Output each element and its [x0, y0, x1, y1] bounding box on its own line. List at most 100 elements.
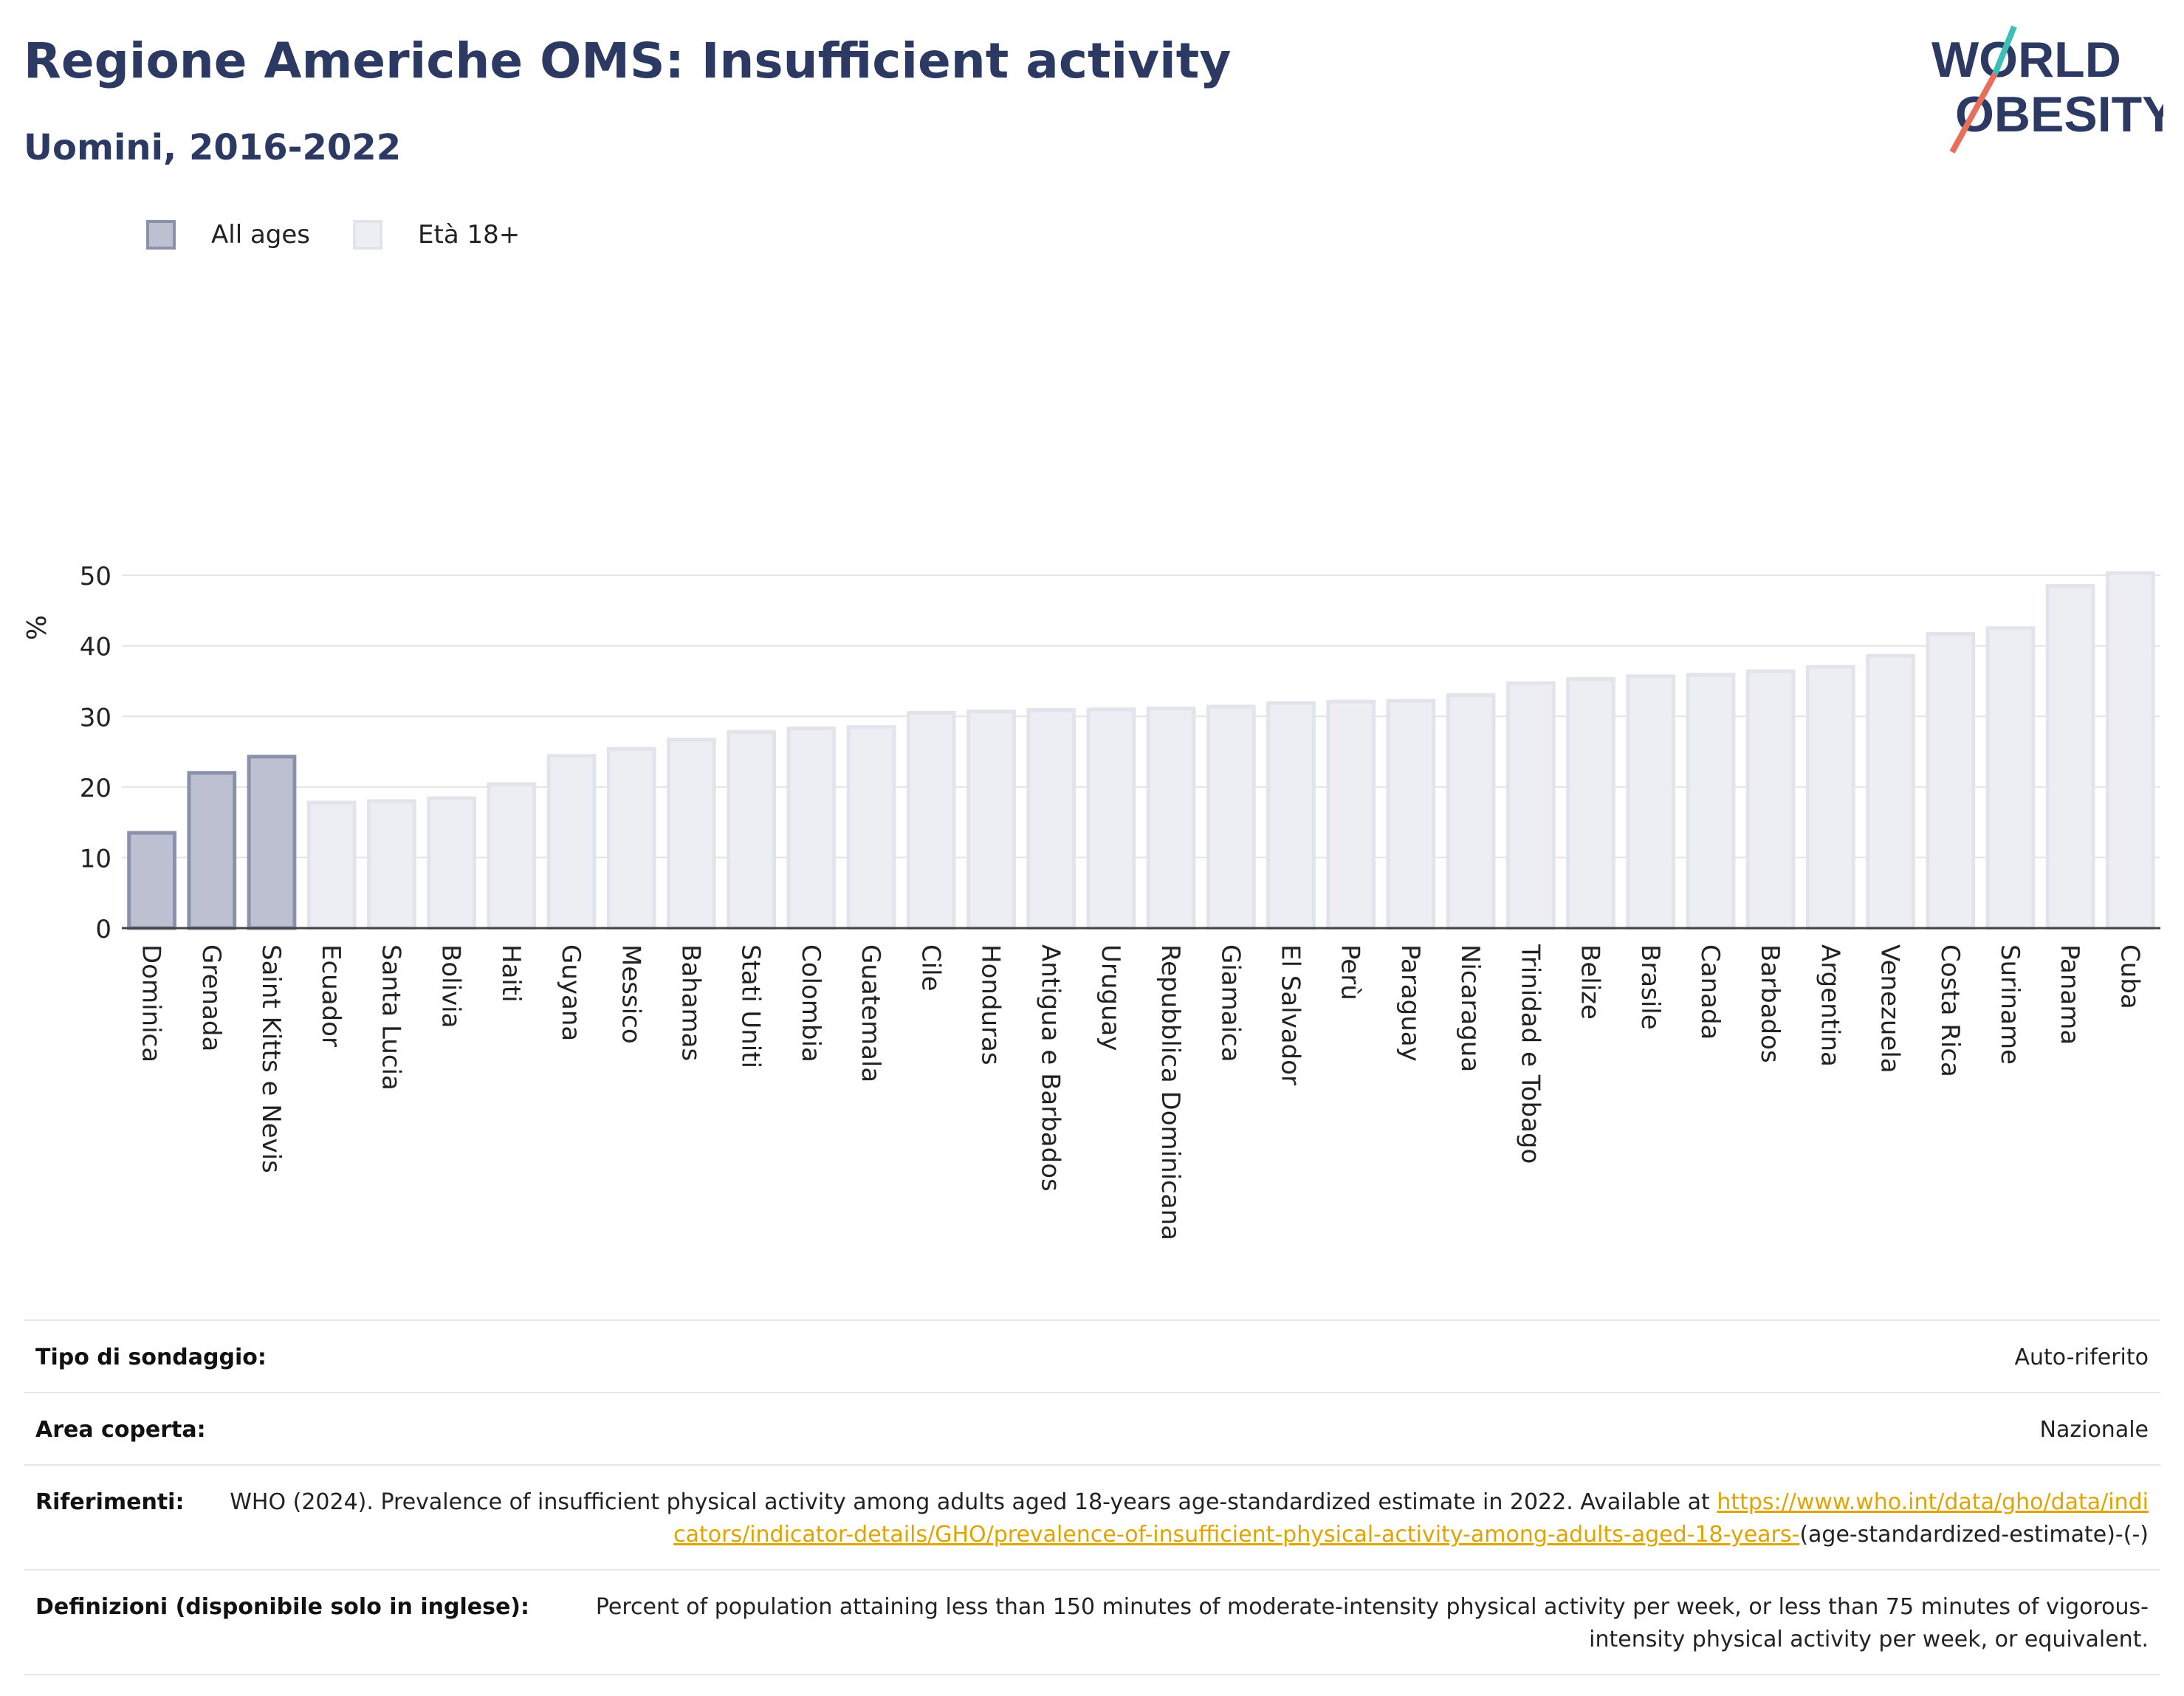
x-tick-label: Paraguay — [1395, 944, 1425, 1062]
x-tick-label: Guatemala — [856, 944, 885, 1082]
x-tick-label: Argentina — [1815, 944, 1844, 1067]
bar — [1505, 681, 1556, 930]
bar — [606, 746, 656, 930]
bar — [1566, 677, 1615, 930]
chart-legend: All ages Età 18+ — [146, 220, 563, 250]
bar — [1745, 669, 1796, 930]
bar — [247, 755, 297, 930]
legend-item-all-ages[interactable]: All ages — [146, 220, 310, 250]
x-tick-label: Canada — [1695, 944, 1725, 1040]
x-tick-label: Uruguay — [1096, 944, 1125, 1051]
bar — [1626, 674, 1676, 930]
bar — [1985, 626, 2036, 930]
y-tick-label: 20 — [80, 774, 111, 803]
bar — [1686, 673, 1736, 930]
x-tick-label: Nicaragua — [1455, 944, 1485, 1072]
bar — [966, 710, 1016, 930]
meta-row-references: Riferimenti: WHO (2024). Prevalence of i… — [24, 1466, 2160, 1570]
bars — [127, 571, 2155, 930]
bar — [1806, 665, 1855, 930]
x-axis-ticks: Dominica Grenada Saint Kitts e Nevis Ecuado… — [137, 944, 2145, 1240]
x-tick-label: El Salvador — [1276, 944, 1305, 1085]
meta-row-area: Area coperta: Nazionale — [24, 1393, 2160, 1466]
x-tick-label: Honduras — [975, 944, 1005, 1065]
x-tick-label: Colombia — [796, 944, 825, 1062]
bar — [1326, 699, 1376, 930]
bar — [367, 799, 416, 930]
bar — [306, 800, 357, 930]
x-tick-label: Santa Lucia — [376, 944, 405, 1091]
x-tick-label: Barbados — [1755, 944, 1785, 1063]
bar — [846, 725, 896, 930]
meta-definitions-value: Percent of population attaining less tha… — [595, 1594, 2149, 1652]
y-tick-label: 40 — [80, 633, 111, 662]
x-tick-label: Grenada — [196, 944, 226, 1051]
y-tick-label: 30 — [80, 703, 111, 732]
x-tick-label: Venezuela — [1875, 944, 1905, 1074]
y-tick-label: 10 — [80, 844, 111, 873]
bar — [127, 831, 176, 930]
x-tick-label: Costa Rica — [1935, 944, 1965, 1077]
bar — [1926, 631, 1976, 930]
bar — [187, 771, 237, 930]
x-tick-label: Antigua e Barbados — [1036, 944, 1065, 1192]
bar — [786, 727, 837, 930]
bar — [667, 738, 716, 930]
meta-survey-type-value: Auto-riferito — [2014, 1345, 2149, 1370]
x-tick-label: Cuba — [2115, 944, 2144, 1009]
meta-row-survey-type: Tipo di sondaggio: Auto-riferito — [24, 1321, 2160, 1393]
meta-references-suffix: (age-standardized-estimate)-(-) — [1799, 1522, 2149, 1548]
logo-slash-top — [1992, 25, 2017, 75]
meta-row-definitions: Definizioni (disponibile solo in inglese… — [24, 1570, 2160, 1675]
x-tick-label: Dominica — [137, 944, 166, 1062]
x-tick-label: Messico — [616, 944, 645, 1044]
legend-item-age-18-plus[interactable]: Età 18+ — [353, 220, 520, 250]
bar — [1086, 707, 1136, 930]
x-tick-label: Panama — [2055, 944, 2084, 1045]
bar — [1026, 708, 1076, 930]
legend-label-all-ages: All ages — [211, 220, 311, 250]
bar — [2106, 571, 2155, 930]
bar — [1206, 704, 1256, 930]
x-tick-label: Stati Uniti — [736, 944, 766, 1068]
x-tick-label: Repubblica Dominicana — [1155, 944, 1185, 1240]
bar — [487, 782, 537, 930]
world-obesity-logo: WORLD OBESITY — [1931, 25, 2163, 154]
bar — [546, 754, 597, 930]
meta-survey-type-label: Tipo di sondaggio: — [35, 1345, 267, 1370]
bar — [2045, 583, 2095, 930]
x-tick-label: Brasile — [1635, 944, 1665, 1030]
x-tick-label: Saint Kitts e Nevis — [256, 944, 286, 1173]
logo-slash-bottom — [1949, 72, 1998, 154]
legend-swatch-all-ages — [146, 220, 176, 250]
bar-chart: 0 10 20 30 40 50 % Dominica Grenada Saint Kitts… — [22, 562, 2160, 1240]
x-tick-label: Giamaica — [1215, 944, 1245, 1062]
bar — [1266, 701, 1316, 930]
bar — [427, 796, 476, 930]
meta-references-text: WHO (2024). Prevalence of insufficient p… — [230, 1489, 1710, 1515]
logo-line-1: WORLD — [1931, 32, 2121, 88]
y-tick-label: 0 — [95, 915, 111, 944]
meta-definitions-label: Definizioni (disponibile solo in inglese… — [35, 1594, 529, 1620]
bar — [727, 729, 777, 930]
x-tick-label: Ecuador — [316, 944, 346, 1047]
x-tick-label: Cile — [916, 944, 945, 992]
bar — [906, 710, 956, 930]
meta-area-value: Nazionale — [2039, 1417, 2149, 1443]
chart-title: Regione Americhe OMS: Insufficient activ… — [24, 32, 1232, 89]
x-tick-label: Guyana — [556, 944, 586, 1041]
x-tick-label: Haiti — [496, 944, 526, 1003]
x-tick-label: Belize — [1576, 944, 1605, 1020]
meta-references-label: Riferimenti: — [35, 1489, 185, 1515]
x-tick-label: Bolivia — [436, 944, 466, 1028]
metadata-table: Tipo di sondaggio: Auto-riferito Area co… — [24, 1319, 2160, 1675]
x-tick-label: Trinidad e Tobago — [1515, 944, 1545, 1164]
meta-area-label: Area coperta: — [35, 1417, 206, 1443]
bar — [1446, 693, 1496, 930]
meta-references-link[interactable]: https://www.who.int/data/gho/data/indica… — [673, 1489, 2149, 1548]
bar — [1146, 707, 1196, 930]
legend-swatch-age-18-plus — [353, 220, 383, 250]
y-axis-label: % — [22, 615, 52, 640]
chart-subtitle: Uomini, 2016-2022 — [24, 127, 402, 168]
x-tick-label: Perù — [1336, 944, 1365, 1000]
